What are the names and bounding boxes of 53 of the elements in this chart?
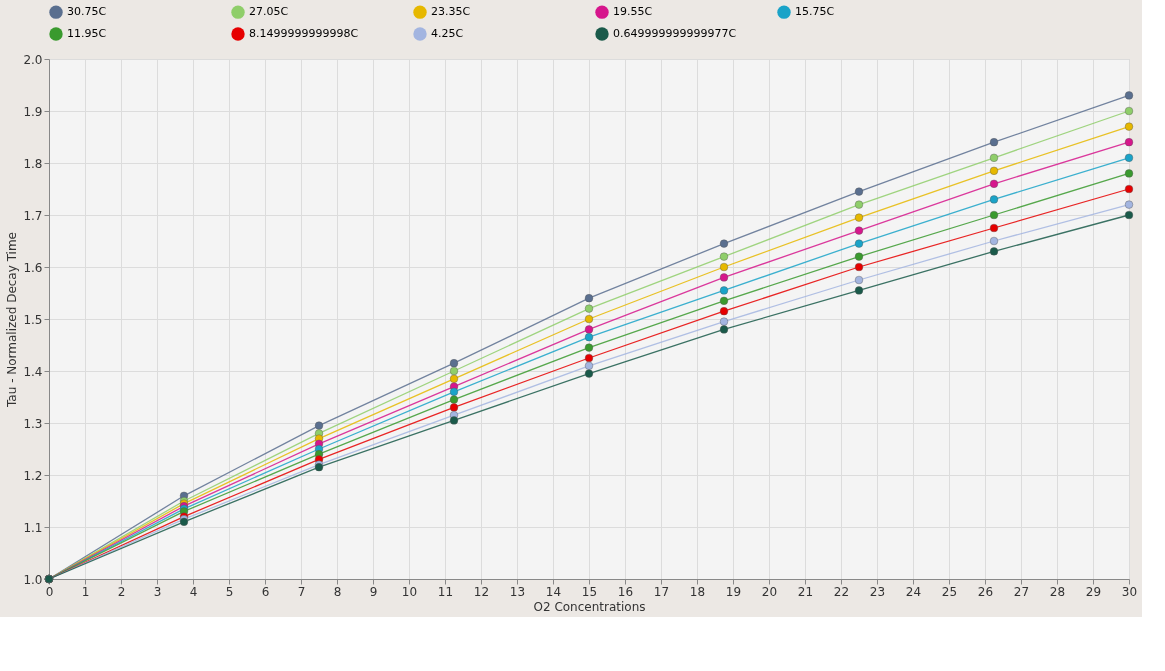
x-tick-label: 9 bbox=[369, 584, 378, 599]
x-tick-label: 29 bbox=[1085, 584, 1102, 599]
x-axis-title: O2 Concentrations bbox=[533, 599, 646, 614]
x-tick-label: 13 bbox=[509, 584, 526, 599]
x-tick-label: 12 bbox=[473, 584, 490, 599]
legend-label: 30.75C bbox=[67, 5, 107, 19]
x-tick-label: 6 bbox=[261, 584, 270, 599]
legend-label: 23.35C bbox=[431, 5, 471, 19]
x-tick-label: 3 bbox=[153, 584, 162, 599]
x-tick-label: 26 bbox=[977, 584, 994, 599]
y-tick-label: 1.5 bbox=[23, 312, 43, 327]
y-tick-label: 1.2 bbox=[23, 468, 43, 483]
y-tick-label: 2.0 bbox=[23, 52, 43, 67]
legend-label: 27.05C bbox=[249, 5, 289, 19]
legend-label: 15.75C bbox=[795, 5, 835, 19]
y-tick-label: 1.0 bbox=[23, 572, 43, 587]
y-tick-label: 1.8 bbox=[23, 156, 43, 171]
y-tick-label: 1.9 bbox=[23, 104, 43, 119]
x-tick-label: 11 bbox=[437, 584, 454, 599]
x-tick-label: 30 bbox=[1121, 584, 1138, 599]
y-tick-label: 1.4 bbox=[23, 364, 43, 379]
x-tick-label: 28 bbox=[1049, 584, 1066, 599]
legend-label: 11.95C bbox=[67, 27, 107, 40]
x-tick-label: 1 bbox=[81, 584, 90, 599]
y-tick-label: 1.6 bbox=[23, 260, 43, 275]
x-tick-label: 16 bbox=[617, 584, 634, 599]
legend-label: 19.55C bbox=[613, 5, 653, 19]
y-axis-title: Tau - Normalized Decay Time bbox=[5, 232, 20, 408]
x-tick-label: 25 bbox=[941, 584, 958, 599]
x-tick-label: 2 bbox=[117, 584, 126, 599]
x-tick-label: 27 bbox=[1013, 584, 1030, 599]
x-tick-label: 19 bbox=[725, 584, 742, 599]
x-tick-label: 10 bbox=[401, 584, 418, 599]
x-tick-label: 14 bbox=[545, 584, 562, 599]
legend-label: 0.649999999999977C bbox=[613, 27, 737, 40]
x-tick-label: 17 bbox=[653, 584, 670, 599]
y-tick-label: 1.1 bbox=[23, 520, 43, 535]
y-tick-label: 1.7 bbox=[23, 208, 43, 223]
x-tick-label: 18 bbox=[689, 584, 706, 599]
legend-label: 4.25C bbox=[431, 27, 464, 40]
x-tick-label: 22 bbox=[833, 584, 850, 599]
x-tick-label: 0 bbox=[45, 584, 54, 599]
x-tick-label: 8 bbox=[333, 584, 342, 599]
x-tick-label: 5 bbox=[225, 584, 234, 599]
x-tick-label: 4 bbox=[189, 584, 198, 599]
x-tick-label: 23 bbox=[869, 584, 886, 599]
x-tick-label: 21 bbox=[797, 584, 814, 599]
x-tick-label: 24 bbox=[905, 584, 922, 599]
x-tick-label: 15 bbox=[581, 584, 598, 599]
legend-label: 8.1499999999998C bbox=[249, 27, 359, 40]
y-tick-label: 1.3 bbox=[23, 416, 43, 431]
x-tick-label: 7 bbox=[297, 584, 306, 599]
x-tick-label: 20 bbox=[761, 584, 778, 599]
